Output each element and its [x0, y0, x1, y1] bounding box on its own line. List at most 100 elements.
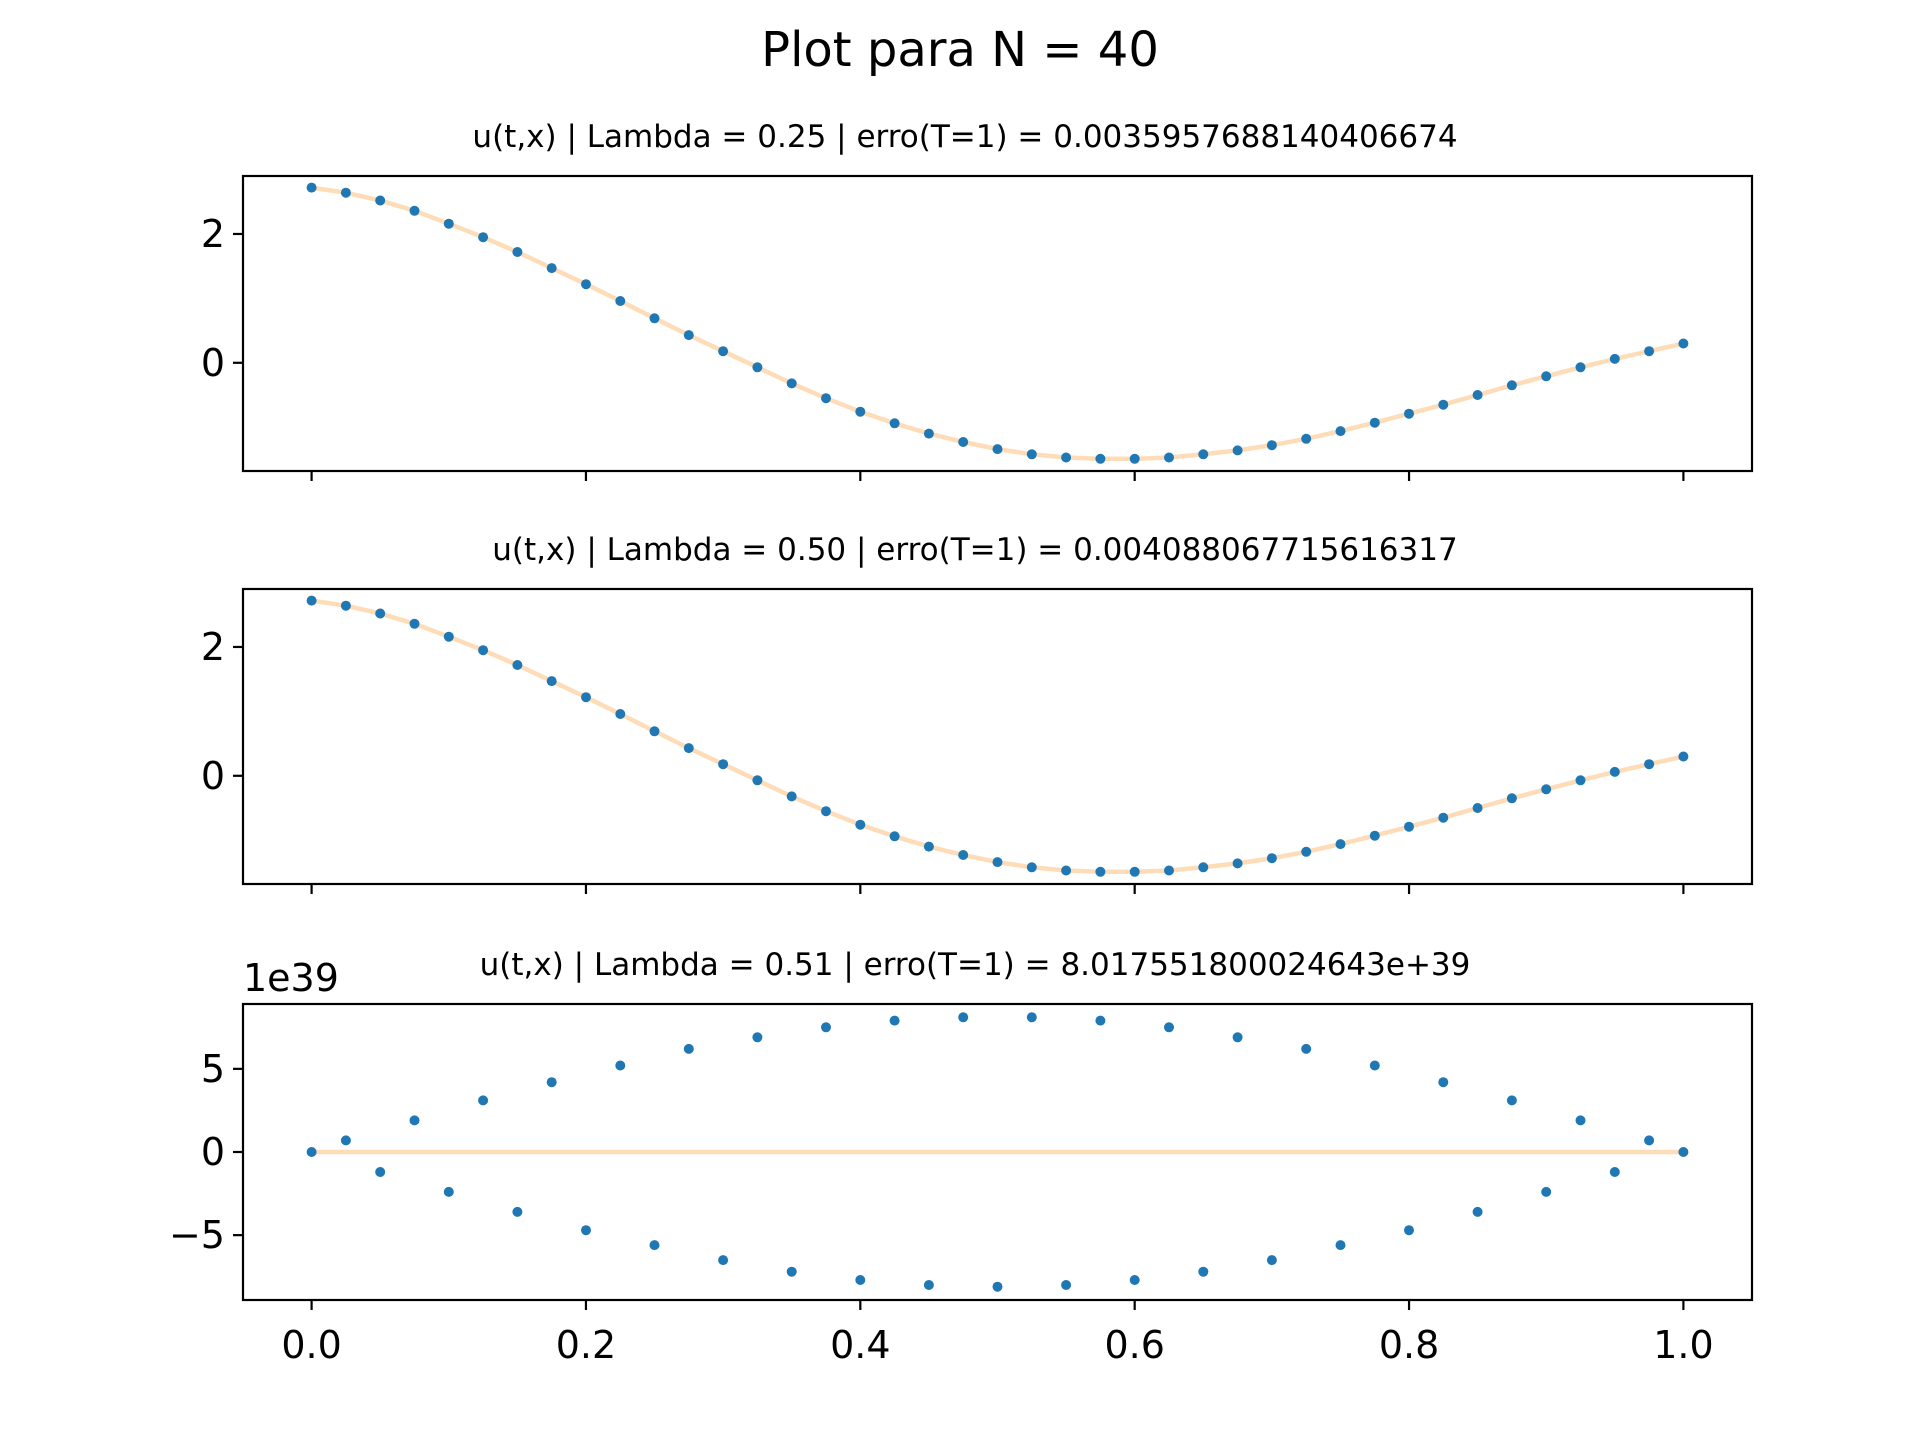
data-point — [1404, 1225, 1414, 1236]
data-point — [1404, 821, 1414, 832]
y-tick-label: 0 — [201, 341, 225, 385]
axes-frame — [241, 174, 1754, 473]
data-point — [1609, 353, 1620, 364]
data-point — [683, 743, 694, 754]
data-point — [958, 437, 969, 447]
data-point — [1438, 812, 1449, 823]
data-point — [443, 631, 454, 642]
subplot-title: u(t,x) | Lambda = 0.25 | erro(T=1) = 0.0… — [472, 119, 1457, 155]
data-point — [821, 1022, 831, 1033]
data-point — [1198, 449, 1209, 460]
subplot-title: u(t,x) | Lambda = 0.51 | erro(T=1) = 8.0… — [480, 947, 1471, 983]
data-point — [1506, 1095, 1517, 1106]
data-point — [615, 296, 626, 306]
data-point — [375, 1167, 386, 1177]
data-point — [1575, 1115, 1586, 1126]
data-point — [683, 330, 694, 341]
data-point — [306, 1147, 317, 1157]
data-point — [923, 841, 934, 852]
data-point — [546, 263, 557, 274]
data-point — [1232, 1032, 1243, 1043]
figure-title: Plot para N = 40 — [761, 22, 1159, 78]
data-point — [1266, 440, 1277, 451]
data-point — [718, 1255, 729, 1266]
data-point — [512, 660, 523, 670]
data-point — [889, 418, 900, 429]
data-point — [1472, 390, 1483, 400]
data-point — [581, 692, 591, 703]
data-point — [1129, 1275, 1140, 1285]
data-point — [1129, 866, 1140, 877]
data-point — [1164, 452, 1174, 463]
subplot-lambda-050: u(t,x) | Lambda = 0.50 | erro(T=1) = 0.0… — [201, 532, 1754, 894]
data-point — [615, 709, 626, 719]
data-point — [1061, 452, 1072, 463]
data-point — [340, 187, 351, 198]
axes-frame — [241, 587, 1754, 886]
data-point — [1678, 338, 1689, 349]
data-point — [1506, 793, 1517, 804]
data-point — [306, 182, 317, 193]
data-point — [443, 218, 454, 229]
data-point — [340, 1135, 351, 1146]
data-point — [992, 1281, 1003, 1292]
data-point — [1575, 775, 1586, 786]
data-point — [1301, 1043, 1312, 1054]
data-point — [786, 1266, 797, 1277]
data-point — [855, 406, 866, 417]
data-point — [1575, 362, 1586, 373]
data-point — [1335, 426, 1346, 437]
data-point — [1026, 862, 1037, 873]
data-point — [581, 1225, 591, 1236]
data-point — [923, 428, 934, 439]
subplot-lambda-051: u(t,x) | Lambda = 0.51 | erro(T=1) = 8.0… — [169, 947, 1754, 1367]
data-point — [649, 726, 660, 737]
data-point — [1232, 445, 1243, 456]
data-point — [1061, 1280, 1072, 1290]
x-tick-label: 0.2 — [556, 1323, 616, 1367]
data-point — [546, 1077, 557, 1088]
data-point — [1164, 865, 1174, 876]
data-point — [1438, 399, 1449, 410]
data-point — [1644, 1135, 1655, 1146]
data-point — [1164, 1022, 1174, 1033]
data-point — [1335, 839, 1346, 850]
x-tick-label: 0.8 — [1379, 1323, 1439, 1367]
data-point — [1369, 1060, 1380, 1071]
data-point — [1026, 1012, 1037, 1023]
data-point — [718, 759, 729, 770]
y-tick-label: 5 — [201, 1047, 225, 1091]
y-tick-label: 2 — [201, 212, 225, 256]
data-point — [512, 247, 523, 257]
data-point — [855, 1275, 866, 1285]
y-tick-label: −5 — [169, 1213, 225, 1257]
data-point — [1678, 1147, 1689, 1157]
data-point — [1541, 1186, 1552, 1197]
data-point — [409, 205, 420, 216]
data-point — [683, 1043, 694, 1054]
data-point — [1369, 830, 1380, 841]
data-point — [1266, 853, 1277, 864]
data-point — [1095, 1015, 1106, 1026]
data-point — [1266, 1255, 1277, 1266]
data-point — [992, 444, 1003, 455]
data-point — [1301, 846, 1312, 857]
data-point — [478, 232, 489, 243]
data-point — [1061, 865, 1072, 876]
data-point — [1472, 1206, 1483, 1217]
exact-solution-line — [311, 185, 1684, 462]
data-point — [923, 1280, 934, 1290]
data-point — [752, 362, 763, 373]
data-point — [1335, 1240, 1346, 1251]
data-point — [958, 850, 969, 860]
data-point — [1095, 866, 1106, 877]
y-offset-label: 1e39 — [243, 956, 339, 1000]
data-point — [1644, 346, 1655, 357]
data-point — [1198, 1266, 1209, 1277]
subplot-title: u(t,x) | Lambda = 0.50 | erro(T=1) = 0.0… — [492, 532, 1457, 568]
data-point — [1232, 858, 1243, 869]
data-point — [958, 1012, 969, 1023]
data-point — [1198, 862, 1209, 873]
data-point — [1678, 751, 1689, 762]
